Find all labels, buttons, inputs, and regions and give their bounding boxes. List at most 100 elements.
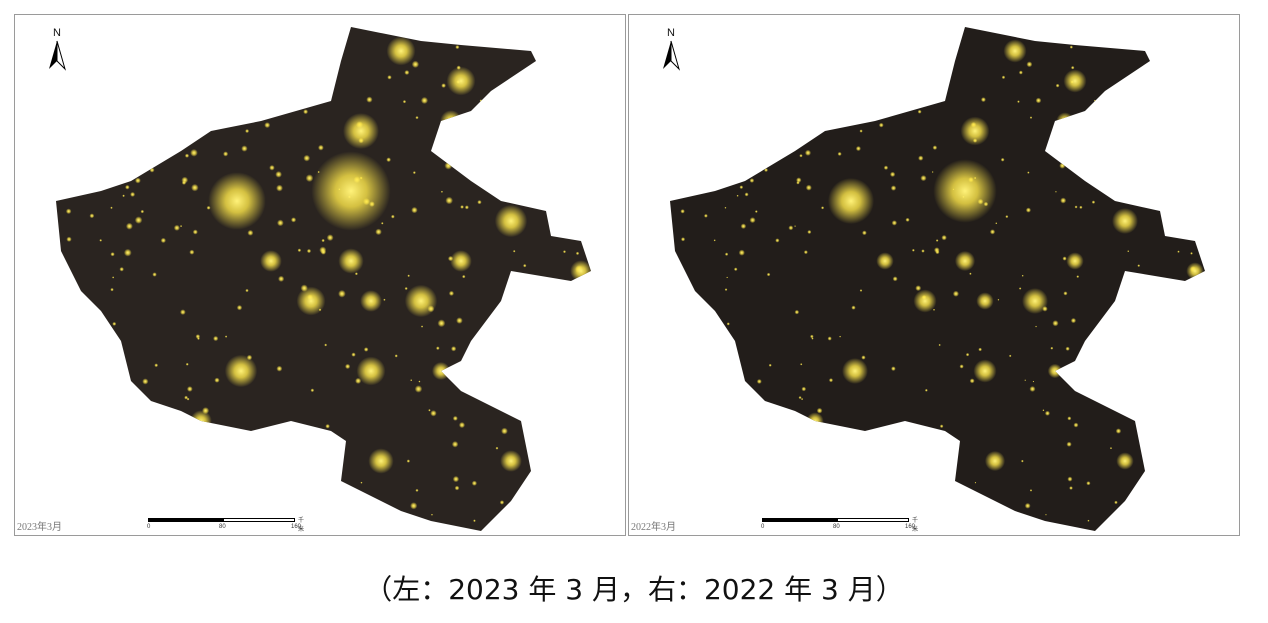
light-spot (471, 380, 479, 389)
light-spot (681, 403, 686, 408)
light-spot (351, 352, 356, 357)
light-spot (978, 347, 982, 352)
light-spot (190, 148, 198, 157)
north-arrow-icon (49, 40, 67, 71)
light-spot (420, 325, 424, 328)
light-spot (418, 380, 421, 383)
light-spot (1184, 120, 1187, 124)
light-spot (321, 476, 328, 483)
light-spot (108, 182, 114, 187)
light-spot (995, 222, 998, 225)
light-spot (1042, 409, 1045, 412)
light-spot (184, 395, 188, 400)
light-spot (800, 363, 803, 366)
city-light (1063, 69, 1087, 93)
light-spot (806, 105, 811, 110)
light-spot (238, 83, 245, 90)
light-spot (887, 436, 891, 441)
scale-tick: 80 (833, 524, 840, 530)
light-spot (299, 505, 308, 513)
light-spot (303, 154, 311, 162)
light-spot (1050, 346, 1054, 350)
light-spot (1032, 380, 1035, 383)
light-spot (1021, 274, 1024, 277)
light-spot (189, 57, 194, 63)
light-spot (807, 229, 812, 235)
light-spot (563, 422, 572, 431)
light-spot (415, 116, 419, 120)
city-light (311, 151, 391, 231)
light-spot (1067, 416, 1072, 421)
light-spot (1190, 252, 1193, 255)
light-spot (853, 83, 859, 89)
light-spot (328, 474, 336, 483)
light-spot (752, 105, 756, 109)
light-spot (562, 285, 566, 289)
light-spot (142, 378, 149, 385)
light-spot (724, 288, 728, 291)
light-spot (67, 403, 72, 408)
light-spot (499, 500, 505, 505)
light-spot (119, 266, 124, 272)
light-spot (905, 75, 912, 82)
light-spot (130, 191, 136, 197)
light-spot (127, 388, 135, 396)
light-spot (889, 171, 896, 178)
light-spot (1115, 428, 1122, 434)
light-spot (470, 168, 477, 175)
light-spot (924, 388, 928, 392)
light-spot (759, 483, 765, 489)
light-spot (436, 346, 440, 351)
light-spot (1027, 171, 1030, 174)
light-spot (728, 392, 732, 395)
light-spot (576, 342, 584, 350)
city-light (954, 250, 976, 272)
light-spot (883, 165, 889, 170)
light-spot (1069, 486, 1073, 490)
light-spot (1114, 500, 1118, 505)
light-spot (804, 149, 812, 156)
light-spot (1171, 325, 1174, 329)
light-spot (856, 511, 863, 517)
light-spot (71, 421, 74, 424)
light-spot (859, 289, 863, 292)
light-spot (452, 475, 460, 483)
light-spot (1169, 180, 1176, 187)
light-spot (306, 248, 312, 254)
city-light (368, 448, 394, 474)
light-spot (722, 137, 725, 140)
light-spot (678, 512, 684, 517)
light-spot (411, 60, 420, 68)
light-spot (437, 319, 446, 328)
light-spot (579, 447, 586, 454)
light-spot (220, 46, 226, 53)
light-spot (501, 427, 508, 435)
light-spot (245, 288, 249, 293)
light-spot (127, 91, 131, 95)
city-light (570, 260, 591, 282)
light-spot (1085, 169, 1091, 175)
light-spot (989, 229, 996, 235)
city-light (842, 358, 868, 384)
light-spot (154, 363, 159, 368)
light-spot (766, 272, 771, 277)
light-spot (112, 321, 117, 326)
city-light (446, 66, 476, 96)
light-spot (125, 222, 133, 230)
city-light (1022, 288, 1048, 314)
light-spot (108, 136, 112, 140)
light-spot (935, 239, 939, 242)
light-spot (1024, 379, 1027, 382)
light-spot (1189, 163, 1192, 166)
light-spot (110, 206, 113, 210)
light-spot (406, 459, 411, 463)
light-spot (410, 502, 418, 510)
light-spot (745, 38, 752, 44)
city-light (1056, 112, 1074, 130)
light-spot (298, 78, 301, 81)
light-spot (224, 437, 233, 446)
light-spot (749, 217, 756, 224)
light-spot (75, 191, 80, 196)
light-spot (1066, 441, 1072, 447)
light-spot (345, 363, 351, 370)
